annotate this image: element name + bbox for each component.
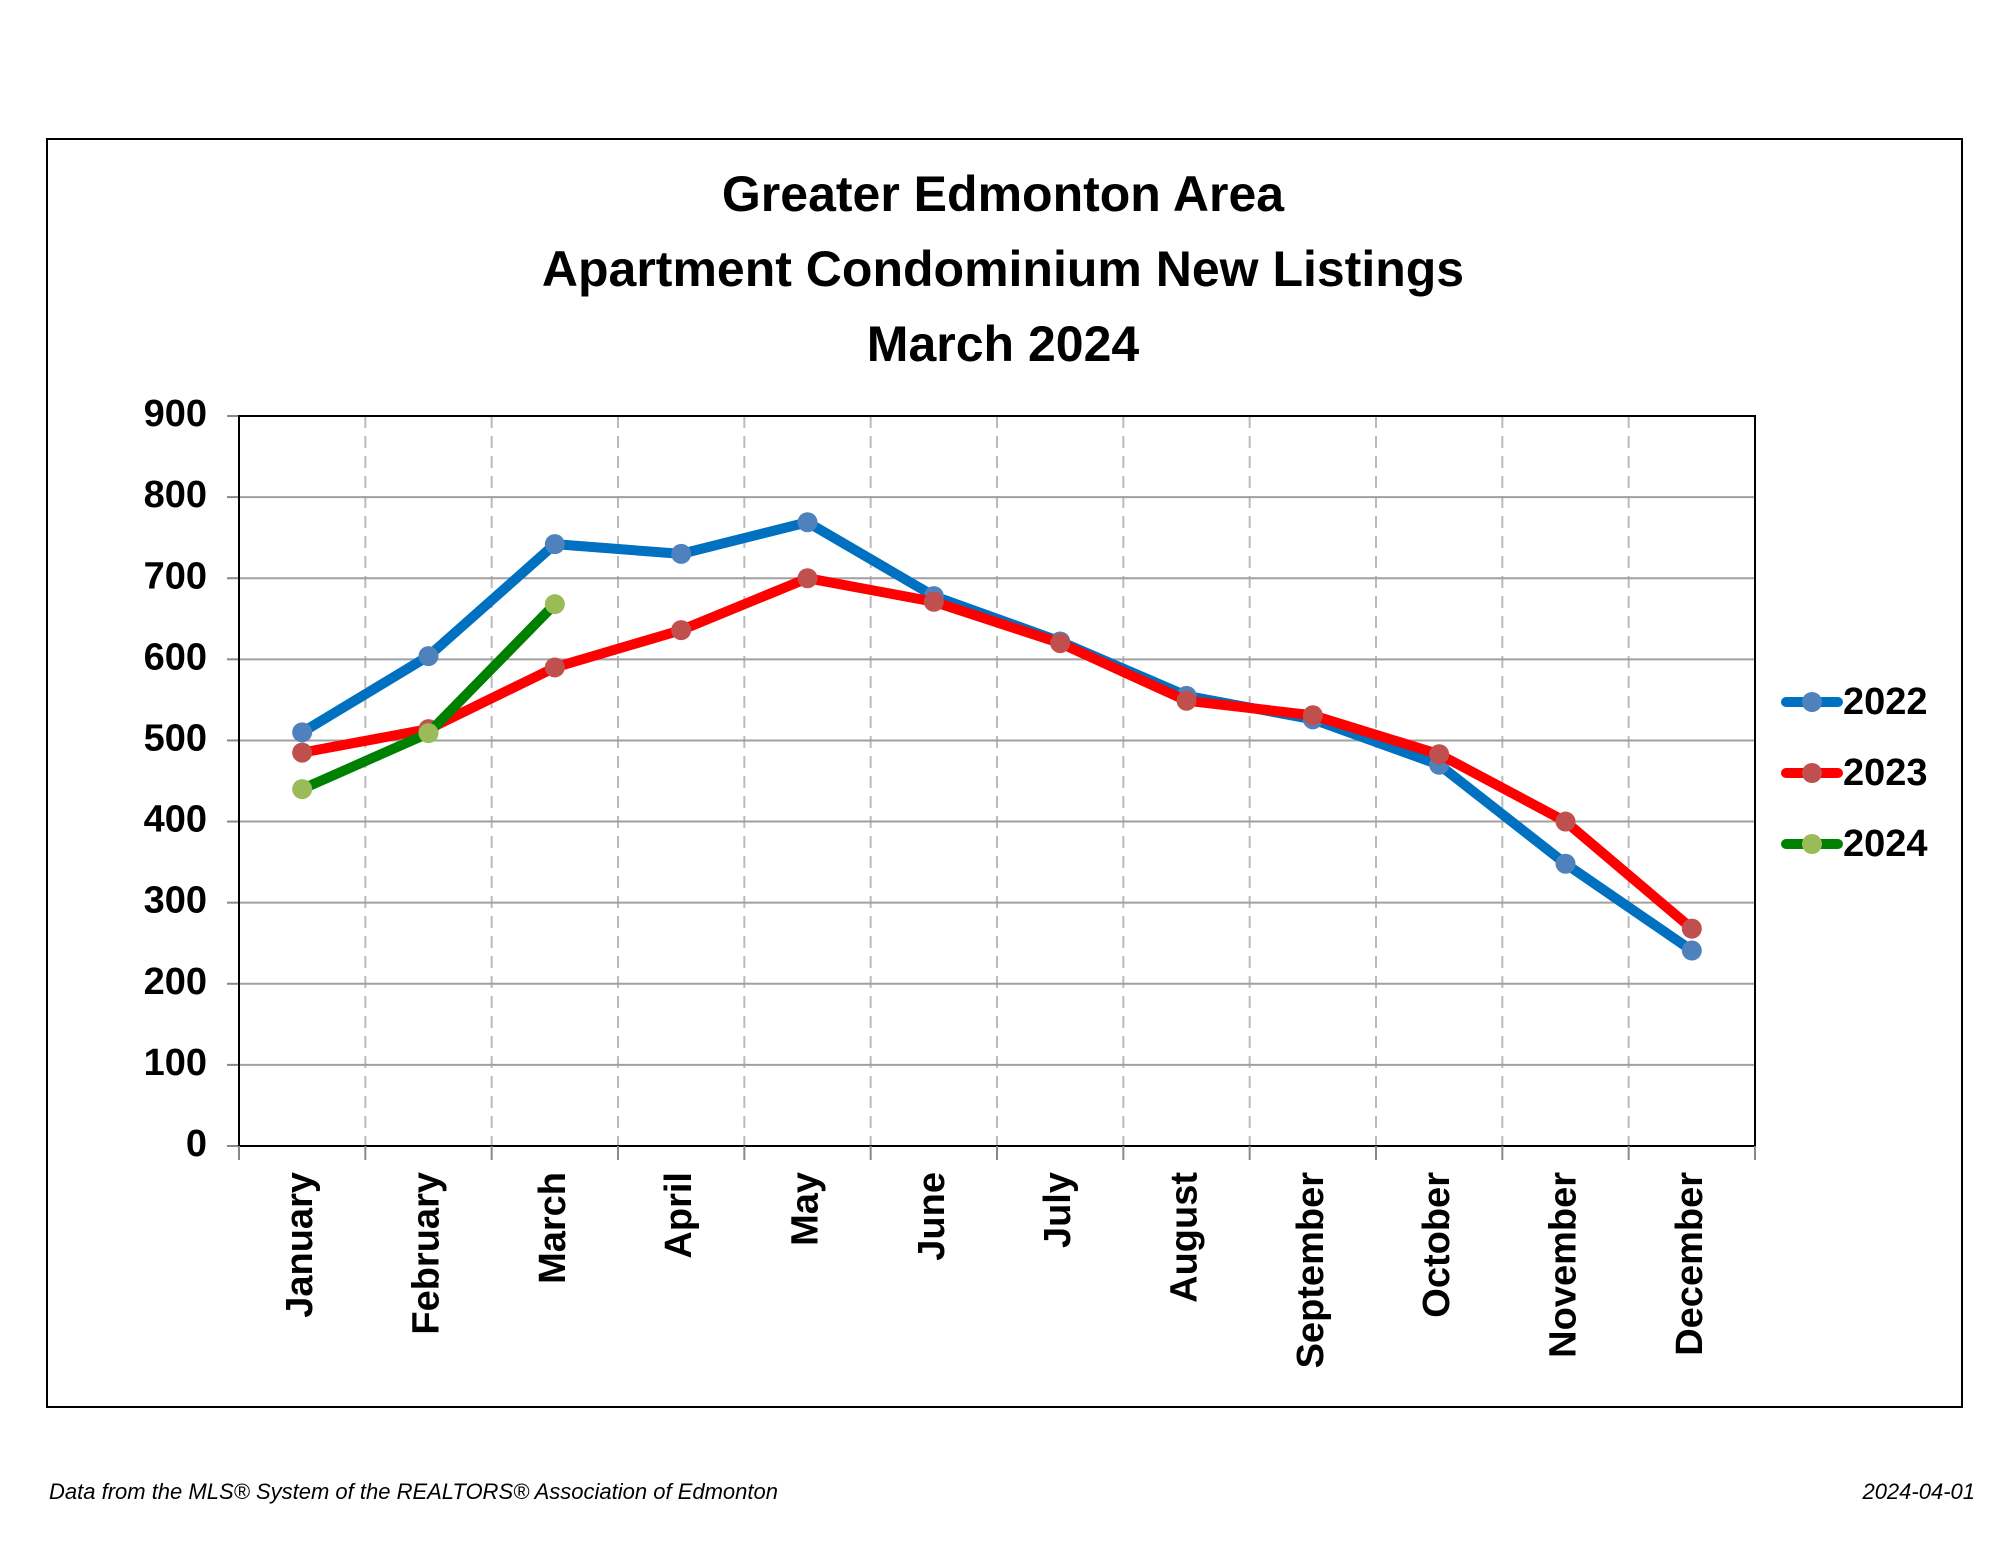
data-point xyxy=(418,646,439,667)
series-line xyxy=(297,599,560,795)
data-point xyxy=(1176,690,1197,711)
x-tick-label: November xyxy=(1543,1172,1585,1358)
x-tick-label: September xyxy=(1290,1172,1332,1369)
x-tick-label: May xyxy=(785,1172,827,1246)
data-point xyxy=(544,534,565,555)
data-point xyxy=(1681,918,1702,939)
data-point xyxy=(797,568,818,589)
chart-title: March 2024 xyxy=(867,316,1140,372)
x-tick-label: August xyxy=(1164,1172,1206,1303)
legend-label: 2023 xyxy=(1843,752,1928,794)
data-point xyxy=(292,742,313,763)
x-tick-label: January xyxy=(279,1172,321,1318)
y-tick-label: 200 xyxy=(144,961,207,1003)
data-point xyxy=(1050,633,1071,654)
legend-marker xyxy=(1802,692,1822,712)
data-point xyxy=(671,543,692,564)
legend-marker xyxy=(1802,834,1822,854)
data-point xyxy=(292,779,313,800)
y-tick-label: 400 xyxy=(144,799,207,841)
data-point xyxy=(923,591,944,612)
legend-label: 2024 xyxy=(1843,823,1928,865)
chart-border xyxy=(46,138,1963,1408)
data-point xyxy=(671,620,692,641)
x-tick-label: February xyxy=(406,1172,448,1335)
y-tick-label: 900 xyxy=(144,393,207,435)
data-point xyxy=(797,512,818,533)
data-point xyxy=(1555,811,1576,832)
data-point xyxy=(292,722,313,743)
data-point xyxy=(544,594,565,615)
x-tick-label: October xyxy=(1416,1172,1458,1318)
data-point xyxy=(418,723,439,744)
y-tick-label: 800 xyxy=(144,474,207,516)
y-tick-label: 700 xyxy=(144,555,207,597)
x-tick-label: June xyxy=(911,1172,953,1261)
data-point xyxy=(544,657,565,678)
data-point xyxy=(1555,853,1576,874)
legend-label: 2022 xyxy=(1843,681,1928,723)
data-point xyxy=(1681,940,1702,961)
y-tick-label: 100 xyxy=(144,1042,207,1084)
x-tick-label: December xyxy=(1669,1172,1711,1356)
data-point xyxy=(1429,744,1450,765)
x-tick-label: April xyxy=(658,1172,700,1259)
x-tick-label: July xyxy=(1037,1172,1079,1248)
date-note: 2024-04-01 xyxy=(1861,1479,1975,1504)
legend-marker xyxy=(1802,763,1822,783)
chart-title: Greater Edmonton Area xyxy=(722,166,1285,222)
y-tick-label: 0 xyxy=(186,1123,207,1165)
series-line xyxy=(297,573,1697,934)
data-point xyxy=(1302,705,1323,726)
x-tick-label: March xyxy=(532,1172,574,1284)
source-note: Data from the MLS® System of the REALTOR… xyxy=(49,1479,778,1504)
y-tick-label: 300 xyxy=(144,880,207,922)
chart-title: Apartment Condominium New Listings xyxy=(542,241,1464,297)
y-tick-label: 600 xyxy=(144,636,207,678)
y-tick-label: 500 xyxy=(144,717,207,759)
